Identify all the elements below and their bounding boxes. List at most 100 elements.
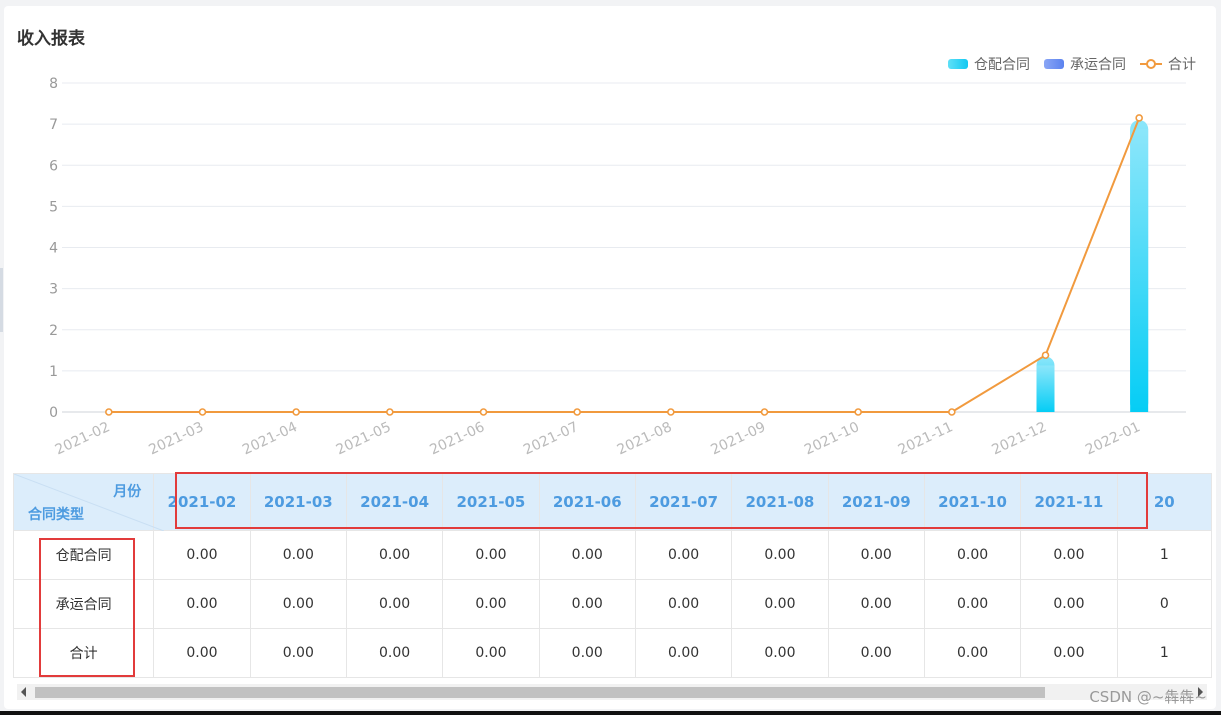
y-tick-label: 8	[49, 76, 58, 92]
value-cell: 0.00	[153, 530, 251, 580]
scroll-right-arrow-icon[interactable]	[1198, 687, 1203, 697]
x-tick-label: 2021-09	[708, 419, 768, 458]
month-header: 2021-03	[249, 473, 347, 531]
legend-label-total: 合计	[1168, 57, 1196, 73]
value-cell: 1	[1116, 628, 1212, 678]
x-tick-label: 2021-02	[53, 419, 113, 458]
total-point	[105, 408, 113, 416]
value-cell: 0.00	[249, 628, 347, 678]
value-cell: 0.00	[345, 530, 444, 580]
table-row: 合计 0.00 0.00 0.00 0.00 0.00 0.00 0.00 0.00 0.00 0.…	[13, 628, 1212, 678]
x-tick-label: 2021-08	[615, 419, 675, 458]
horizontal-scrollbar[interactable]	[17, 684, 1207, 700]
x-tick-label: 2021-05	[334, 419, 394, 458]
y-tick-label: 0	[49, 405, 58, 421]
value-cell: 0.00	[634, 530, 733, 580]
value-cell: 0.00	[538, 530, 636, 580]
total-line	[108, 117, 1141, 413]
value-cell: 0.00	[731, 579, 829, 629]
legend-item-warehouse[interactable]: 仓配合同	[948, 54, 1030, 74]
value-cell: 0.00	[827, 579, 925, 629]
y-tick-label: 1	[49, 364, 58, 380]
corner-month-label: 月份	[113, 484, 142, 500]
total-point	[760, 408, 769, 416]
month-header: 2021-08	[731, 473, 829, 531]
x-tick-label: 2021-12	[989, 419, 1049, 458]
y-tick-label: 2	[49, 323, 58, 339]
y-tick-label: 5	[49, 199, 58, 215]
month-header: 2021-09	[827, 473, 925, 531]
chart-legend: 仓配合同 承运合同 合计	[948, 54, 1196, 74]
x-tick-label: 2022-01	[1083, 419, 1143, 458]
legend-item-total[interactable]: 合计	[1140, 54, 1196, 74]
corner-type-label: 合同类型	[28, 507, 84, 523]
legend-item-transport[interactable]: 承运合同	[1044, 54, 1126, 74]
month-header: 2021-10	[923, 473, 1022, 531]
y-tick-label: 7	[49, 117, 58, 133]
value-cell: 0.00	[827, 628, 925, 678]
table-header-row: 月份 合同类型 2021-02 2021-03 2021-04 2021-05 2021…	[13, 473, 1212, 531]
corner-diagonal	[14, 474, 164, 531]
value-cell: 0.00	[442, 628, 540, 678]
value-cell: 0.00	[538, 579, 636, 629]
total-point	[1041, 351, 1050, 360]
value-cell: 0.00	[923, 579, 1022, 629]
total-point	[386, 408, 394, 416]
total-point	[198, 408, 207, 416]
value-cell: 1	[1116, 530, 1212, 580]
bar-warehouse-base	[1036, 365, 1055, 412]
x-tick-label: 2021-04	[240, 419, 300, 458]
income-chart: 0 1 2 3 4 5 6 7 8 2021-02 2021-03 2021-04 2021-05 202…	[49, 76, 1186, 458]
table-corner-header: 月份 合同类型	[13, 473, 164, 531]
x-tick-label: 2021-03	[146, 419, 206, 458]
value-cell: 0.00	[634, 579, 733, 629]
legend-label-transport: 承运合同	[1070, 57, 1126, 73]
table-row: 仓配合同 0.00 0.00 0.00 0.00 0.00 0.00 0.00 0.00 0.00…	[13, 530, 1212, 580]
total-point	[292, 408, 300, 416]
value-cell: 0.00	[442, 579, 540, 629]
scroll-thumb[interactable]	[35, 687, 1045, 698]
value-cell: 0.00	[634, 628, 733, 678]
total-point	[1135, 114, 1143, 122]
y-tick-label: 6	[49, 158, 58, 174]
income-table: 月份 合同类型 2021-02 2021-03 2021-04 2021-05 2021…	[13, 473, 1212, 678]
scroll-left-arrow-icon[interactable]	[21, 687, 26, 697]
watermark: CSDN @~犇犇~	[1089, 688, 1207, 706]
value-cell: 0.00	[827, 530, 925, 580]
side-tab-edge	[0, 268, 3, 332]
value-cell: 0.00	[345, 628, 444, 678]
value-cell: 0.00	[731, 530, 829, 580]
value-cell: 0.00	[731, 628, 829, 678]
legend-swatch-warehouse	[948, 59, 968, 69]
value-cell: 0.00	[345, 579, 444, 629]
month-header: 2021-06	[538, 473, 636, 531]
value-cell: 0	[1116, 579, 1212, 629]
value-cell: 0.00	[1020, 579, 1118, 629]
value-cell: 0.00	[1020, 530, 1118, 580]
bar-warehouse-base	[1130, 129, 1149, 412]
total-point	[573, 408, 581, 416]
value-cell: 0.00	[923, 530, 1022, 580]
row-label: 仓配合同	[13, 530, 155, 580]
row-label: 承运合同	[13, 579, 155, 629]
x-tick-label: 2021-06	[427, 419, 487, 458]
month-header: 20	[1116, 473, 1212, 531]
x-tick-label: 2021-07	[521, 419, 581, 458]
total-point	[854, 408, 862, 416]
value-cell: 0.00	[153, 579, 251, 629]
month-header: 2021-02	[153, 473, 251, 531]
value-cell: 0.00	[1020, 628, 1118, 678]
x-tick-label: 2021-11	[896, 419, 956, 458]
x-tick-label: 2021-10	[802, 419, 862, 458]
total-point	[667, 408, 675, 416]
page-title: 收入报表	[17, 29, 85, 49]
value-cell: 0.00	[442, 530, 540, 580]
value-cell: 0.00	[923, 628, 1022, 678]
value-cell: 0.00	[249, 579, 347, 629]
legend-label-warehouse: 仓配合同	[974, 57, 1030, 73]
total-point	[948, 408, 956, 416]
value-cell: 0.00	[249, 530, 347, 580]
month-header: 2021-11	[1020, 473, 1118, 531]
legend-swatch-total	[1140, 58, 1162, 70]
total-point	[479, 408, 488, 416]
